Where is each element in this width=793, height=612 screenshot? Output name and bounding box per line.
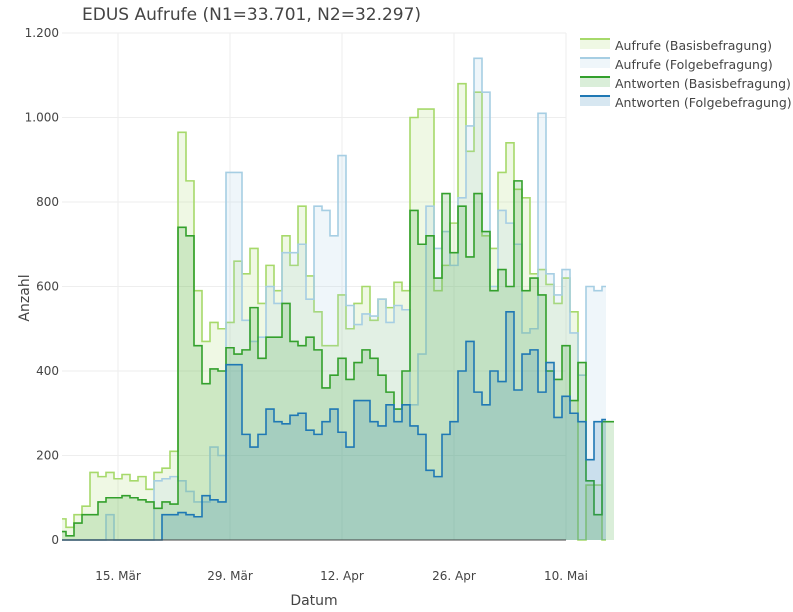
legend-item-label[interactable]: Antworten (Basisbefragung)	[615, 76, 791, 91]
y-tick-label: 200	[36, 449, 59, 463]
series-line-3[interactable]	[62, 180, 614, 537]
x-tick-label: 10. Mai	[544, 569, 588, 583]
x-axis-label: Datum	[290, 593, 337, 609]
y-tick-label: 0	[51, 533, 59, 547]
x-tick-label: 15. Mär	[95, 569, 141, 583]
series-area-1	[62, 83, 606, 540]
y-tick-label: 1.200	[25, 26, 59, 40]
y-tick-label: 400	[36, 364, 59, 378]
y-tick-label: 1.000	[25, 111, 59, 125]
legend-swatch-fill	[580, 39, 610, 49]
y-axis-label: Anzahl	[17, 274, 33, 321]
legend: Aufrufe (Basisbefragung) Aufrufe (Folgebe…	[580, 38, 792, 110]
grid	[62, 32, 567, 540]
series-line-4[interactable]	[62, 311, 606, 541]
y-tick-label: 800	[36, 195, 59, 209]
legend-item-label[interactable]: Aufrufe (Folgebefragung)	[615, 57, 773, 72]
legend-swatch-fill	[580, 58, 610, 68]
chart-title: EDUS Aufrufe (N1=33.701, N2=32.297)	[82, 5, 421, 25]
legend-item-label[interactable]: Aufrufe (Basisbefragung)	[615, 38, 772, 53]
series-line-1[interactable]	[62, 82, 606, 541]
legend-item-label[interactable]: Antworten (Folgebefragung)	[615, 95, 792, 110]
x-axis-ticks: 15. Mär 29. Mär 12. Apr 26. Apr 10. Mai	[95, 569, 588, 583]
legend-swatch-fill	[580, 77, 610, 87]
series-area-2	[62, 58, 606, 540]
legend-swatch-fill	[580, 96, 610, 106]
y-axis-ticks: 0 200 400 600 800 1.000 1.200	[25, 26, 59, 547]
y-tick-label: 600	[36, 280, 59, 294]
x-tick-label: 26. Apr	[432, 569, 476, 583]
x-tick-label: 29. Mär	[207, 569, 253, 583]
x-tick-label: 12. Apr	[320, 569, 364, 583]
series-area-4	[62, 311, 606, 540]
plot-area	[62, 57, 614, 541]
